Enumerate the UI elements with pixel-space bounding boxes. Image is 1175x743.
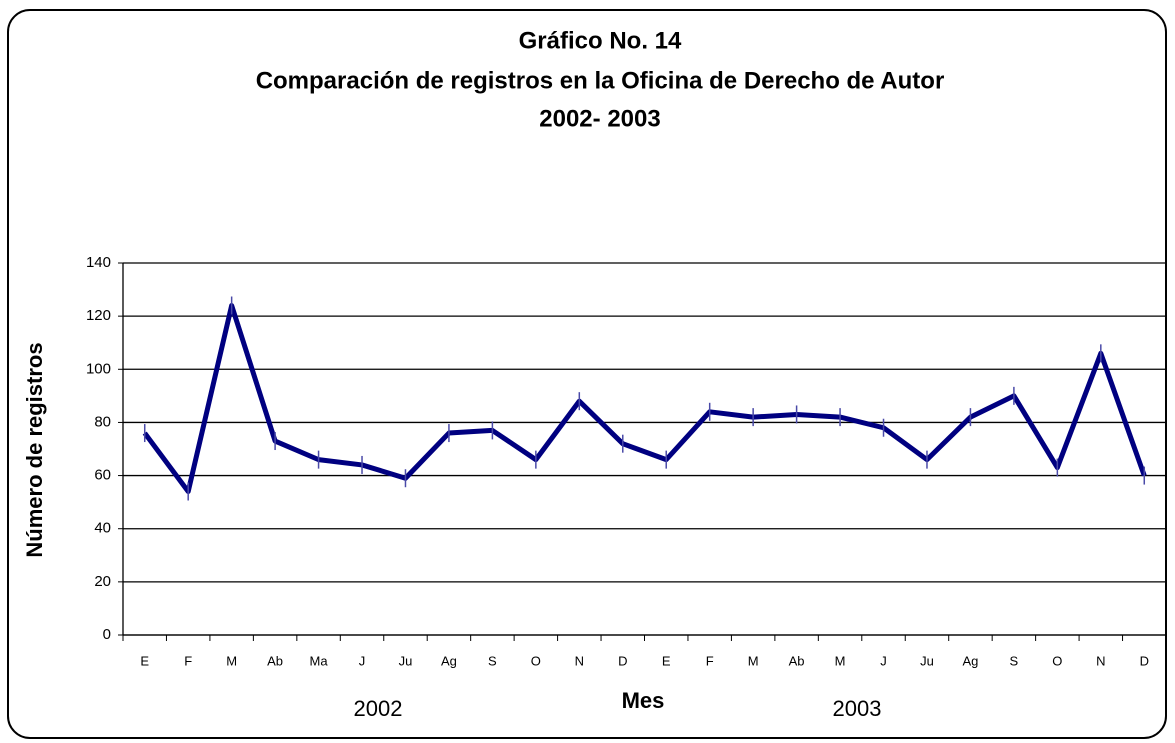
x-tick-label: S bbox=[1010, 653, 1019, 668]
x-tick-label: S bbox=[488, 653, 497, 668]
x-tick-label: M bbox=[226, 653, 237, 668]
x-tick-label: E bbox=[662, 653, 671, 668]
x-tick-label: O bbox=[531, 653, 541, 668]
chart-title: Comparación de registros en la Oficina d… bbox=[256, 67, 945, 94]
y-tick-label: 120 bbox=[86, 307, 111, 324]
y-tick-label: 60 bbox=[94, 467, 111, 484]
x-tick-label: Ag bbox=[962, 653, 978, 668]
x-tick-label: Ju bbox=[920, 653, 934, 668]
x-tick-label: Ju bbox=[399, 653, 413, 668]
y-tick-label: 20 bbox=[94, 573, 111, 590]
chart-title: 2002- 2003 bbox=[539, 105, 660, 132]
x-tick-label: D bbox=[618, 653, 627, 668]
x-tick-label: M bbox=[748, 653, 759, 668]
y-axis-title: Número de registros bbox=[22, 342, 47, 557]
x-tick-label: Ag bbox=[441, 653, 457, 668]
y-tick-label: 140 bbox=[86, 254, 111, 271]
x-tick-label: J bbox=[880, 653, 887, 668]
x-tick-label: D bbox=[1140, 653, 1149, 668]
x-tick-label: O bbox=[1052, 653, 1062, 668]
y-tick-label: 100 bbox=[86, 360, 111, 377]
group-label: 2002 bbox=[354, 696, 403, 721]
x-tick-label: E bbox=[140, 653, 149, 668]
y-tick-label: 0 bbox=[103, 626, 111, 643]
x-tick-label: Ab bbox=[267, 653, 283, 668]
x-tick-label: N bbox=[1096, 653, 1105, 668]
group-label: 2003 bbox=[833, 696, 882, 721]
line-series bbox=[142, 303, 1147, 495]
y-tick-label: 80 bbox=[94, 413, 111, 430]
y-tick-label: 40 bbox=[94, 520, 111, 537]
chart-title: Gráfico No. 14 bbox=[519, 27, 682, 54]
chart-border bbox=[7, 9, 1167, 739]
x-tick-label: Ma bbox=[310, 653, 329, 668]
x-tick-label: M bbox=[835, 653, 846, 668]
x-tick-label: F bbox=[184, 653, 192, 668]
x-tick-label: Ab bbox=[789, 653, 805, 668]
x-tick-label: J bbox=[359, 653, 366, 668]
x-axis-title: Mes bbox=[622, 688, 665, 713]
x-tick-label: F bbox=[706, 653, 714, 668]
x-tick-label: N bbox=[575, 653, 584, 668]
